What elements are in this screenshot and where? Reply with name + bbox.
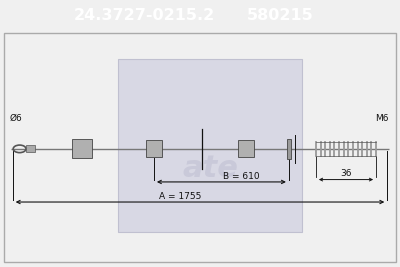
Text: M6: M6: [375, 114, 389, 123]
Text: 580215: 580215: [247, 8, 313, 23]
Text: ate: ate: [182, 154, 238, 183]
Text: A = 1755: A = 1755: [159, 192, 201, 201]
Text: 24.3727-0215.2: 24.3727-0215.2: [73, 8, 215, 23]
Text: B = 610: B = 610: [223, 172, 260, 181]
Bar: [287, 139, 291, 159]
Bar: [72, 139, 92, 158]
Text: 36: 36: [340, 169, 352, 178]
Text: Ø6: Ø6: [9, 114, 22, 123]
Bar: [118, 59, 302, 231]
Bar: [238, 140, 254, 157]
Bar: [26, 145, 35, 152]
Bar: [146, 140, 162, 157]
